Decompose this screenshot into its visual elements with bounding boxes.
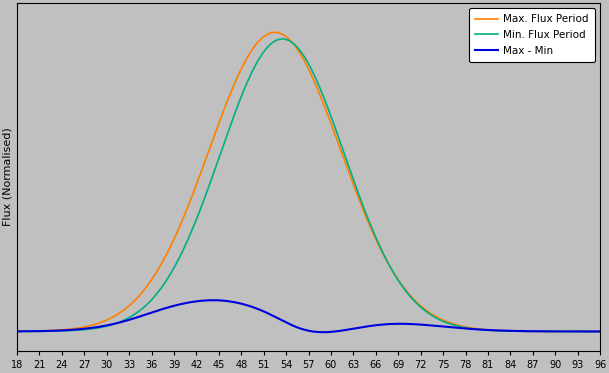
Line: Min. Flux Period: Min. Flux Period — [17, 39, 600, 332]
Min. Flux Period — [13, 329, 21, 334]
Max - Min — [454, 326, 462, 330]
Max. Flux Period — [404, 290, 411, 294]
Max - Min — [163, 305, 171, 310]
Max. Flux Period — [278, 32, 286, 36]
Min. Flux Period — [116, 320, 124, 324]
Legend: Max. Flux Period, Min. Flux Period, Max - Min: Max. Flux Period, Min. Flux Period, Max … — [469, 8, 595, 62]
Max. Flux Period — [163, 251, 171, 256]
Min. Flux Period — [277, 37, 284, 41]
Max - Min — [359, 325, 366, 329]
Min. Flux Period — [279, 37, 286, 41]
Min. Flux Period — [163, 278, 171, 282]
Max - Min — [116, 320, 124, 325]
Min. Flux Period — [453, 324, 460, 328]
Max - Min — [320, 330, 327, 335]
Min. Flux Period — [404, 291, 411, 295]
Max - Min — [210, 298, 217, 303]
Min. Flux Period — [358, 200, 365, 204]
Line: Max - Min: Max - Min — [17, 300, 600, 332]
Y-axis label: Flux (Normalised): Flux (Normalised) — [3, 128, 13, 226]
Max. Flux Period — [13, 329, 21, 333]
Max - Min — [278, 318, 286, 323]
Max. Flux Period — [596, 329, 604, 334]
Line: Max. Flux Period: Max. Flux Period — [17, 32, 600, 332]
Max. Flux Period — [358, 204, 365, 208]
Max - Min — [13, 329, 21, 333]
Max - Min — [596, 329, 604, 334]
Max. Flux Period — [271, 30, 278, 35]
Min. Flux Period — [596, 329, 604, 334]
Max. Flux Period — [453, 323, 460, 327]
Max. Flux Period — [116, 310, 124, 315]
Max - Min — [404, 322, 412, 326]
